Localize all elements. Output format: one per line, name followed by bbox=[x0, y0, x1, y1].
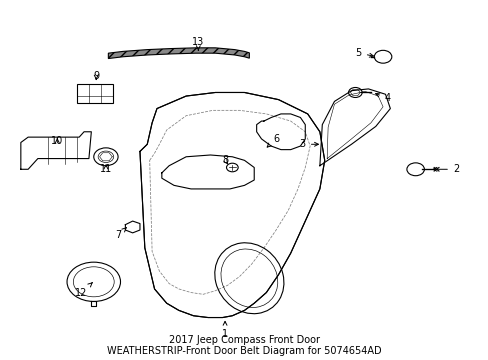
Text: 5: 5 bbox=[355, 48, 373, 58]
PathPatch shape bbox=[108, 48, 249, 59]
Text: 10: 10 bbox=[51, 136, 63, 146]
Text: 2: 2 bbox=[432, 164, 458, 174]
Text: 1: 1 bbox=[222, 321, 227, 339]
Text: 4: 4 bbox=[375, 93, 390, 103]
Text: 11: 11 bbox=[100, 164, 112, 174]
Text: 8: 8 bbox=[222, 156, 227, 165]
Text: 9: 9 bbox=[93, 71, 99, 81]
Text: 12: 12 bbox=[75, 283, 92, 297]
Text: 7: 7 bbox=[115, 228, 126, 240]
Text: 13: 13 bbox=[192, 37, 204, 50]
Text: 3: 3 bbox=[299, 139, 318, 149]
Text: 6: 6 bbox=[266, 134, 279, 147]
Text: 2017 Jeep Compass Front Door
WEATHERSTRIP-Front Door Belt Diagram for 5074654AD: 2017 Jeep Compass Front Door WEATHERSTRI… bbox=[107, 335, 381, 356]
